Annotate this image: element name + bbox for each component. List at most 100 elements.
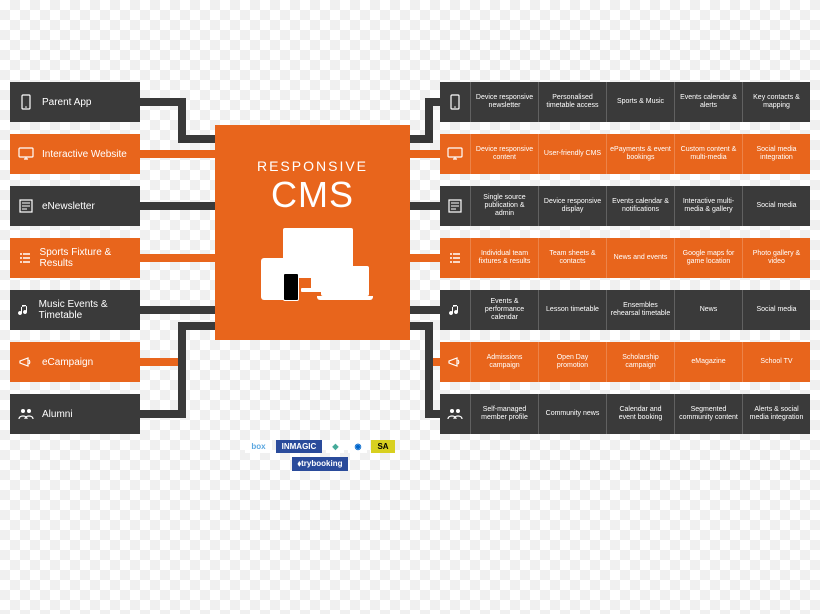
right-row-0: Device responsive newsletterPersonalised… (440, 82, 810, 122)
right-cell: Community news (538, 394, 606, 434)
list-icon (16, 248, 34, 268)
right-row-4: Events & performance calendarLesson time… (440, 290, 810, 330)
logo: SA (371, 440, 394, 453)
right-cell: Ensembles rehearsal timetable (606, 290, 674, 330)
right-cell: Social media (742, 186, 810, 226)
right-cell: Segmented community content (674, 394, 742, 434)
connector (178, 135, 216, 143)
connector (425, 322, 433, 418)
connector (425, 98, 440, 106)
connector (178, 150, 216, 158)
left-item-label: Sports Fixture & Results (40, 247, 134, 269)
connector (425, 202, 440, 210)
partner-logos: boxINMAGIC◆◉SA⬧trybooking (230, 440, 410, 471)
connector (410, 322, 425, 330)
left-categories: Parent App Interactive Website eNewsletter… (10, 82, 140, 446)
left-item-3: Sports Fixture & Results (10, 238, 140, 278)
right-cell: Open Day promotion (538, 342, 606, 382)
music-icon (440, 290, 470, 330)
right-cell: News (674, 290, 742, 330)
people-icon (440, 394, 470, 434)
right-row-1: Device responsive contentUser-friendly C… (440, 134, 810, 174)
right-cell: Device responsive content (470, 134, 538, 174)
connector (178, 202, 216, 210)
connector (425, 254, 440, 262)
center-panel: RESPONSIVE CMS (215, 125, 410, 340)
left-item-4: Music Events & Timetable (10, 290, 140, 330)
left-item-0: Parent App (10, 82, 140, 122)
connector (410, 254, 425, 262)
right-cell: Single source publication & admin (470, 186, 538, 226)
connector (410, 135, 425, 143)
left-item-5: eCampaign (10, 342, 140, 382)
right-cell: Google maps for game location (674, 238, 742, 278)
connector (140, 150, 178, 158)
connector (410, 306, 425, 314)
right-cell: Events calendar & alerts (674, 82, 742, 122)
right-row-3: Individual team fixtures & resultsTeam s… (440, 238, 810, 278)
monitor-icon (440, 134, 470, 174)
people-icon (16, 404, 36, 424)
right-cell: ePayments & event bookings (606, 134, 674, 174)
right-cell: Custom content & multi-media (674, 134, 742, 174)
news-icon (440, 186, 470, 226)
connector (140, 254, 178, 262)
right-cell: Device responsive display (538, 186, 606, 226)
right-cell: Events calendar & notifications (606, 186, 674, 226)
right-cell: Key contacts & mapping (742, 82, 810, 122)
right-cell: Lesson timetable (538, 290, 606, 330)
logo: INMAGIC (276, 440, 323, 453)
right-cell: Events & performance calendar (470, 290, 538, 330)
right-cell: Sports & Music (606, 82, 674, 122)
music-icon (16, 300, 33, 320)
connector (178, 322, 216, 330)
right-cell: Team sheets & contacts (538, 238, 606, 278)
left-item-label: eNewsletter (42, 201, 95, 212)
connector (140, 410, 178, 418)
connector (425, 410, 440, 418)
right-cell: Scholarship campaign (606, 342, 674, 382)
megaphone-icon (16, 352, 36, 372)
connector (410, 150, 425, 158)
laptop-icon (321, 266, 369, 296)
left-item-label: eCampaign (42, 357, 93, 368)
left-item-1: Interactive Website (10, 134, 140, 174)
phone-icon (283, 273, 299, 301)
right-cell: eMagazine (674, 342, 742, 382)
left-item-label: Music Events & Timetable (39, 299, 134, 321)
left-item-label: Parent App (42, 97, 91, 108)
left-item-2: eNewsletter (10, 186, 140, 226)
right-cell: Social media (742, 290, 810, 330)
list-icon (440, 238, 470, 278)
connector (140, 202, 178, 210)
phone-icon (16, 92, 36, 112)
connector (140, 358, 178, 366)
right-details: Device responsive newsletterPersonalised… (440, 82, 810, 446)
connector (140, 306, 178, 314)
connector (178, 322, 186, 418)
right-row-2: Single source publication & adminDevice … (440, 186, 810, 226)
left-item-label: Interactive Website (42, 149, 127, 160)
connector (425, 306, 440, 314)
connector (178, 254, 216, 262)
devices-illustration (253, 228, 373, 308)
logo: ◆ (326, 440, 344, 453)
monitor-icon (16, 144, 36, 164)
right-cell: Photo gallery & video (742, 238, 810, 278)
logo: box (245, 440, 271, 453)
right-cell: Individual team fixtures & results (470, 238, 538, 278)
right-cell: News and events (606, 238, 674, 278)
phone-icon (440, 82, 470, 122)
center-title-top: RESPONSIVE (257, 158, 368, 174)
news-icon (16, 196, 36, 216)
connector (140, 98, 178, 106)
logo: ◉ (348, 440, 367, 453)
right-cell: Personalised timetable access (538, 82, 606, 122)
right-cell: Interactive multi-media & gallery (674, 186, 742, 226)
left-item-6: Alumni (10, 394, 140, 434)
connector (410, 202, 425, 210)
left-item-label: Alumni (42, 409, 73, 420)
right-cell: Social media integration (742, 134, 810, 174)
right-cell: User-friendly CMS (538, 134, 606, 174)
connector (425, 150, 440, 158)
